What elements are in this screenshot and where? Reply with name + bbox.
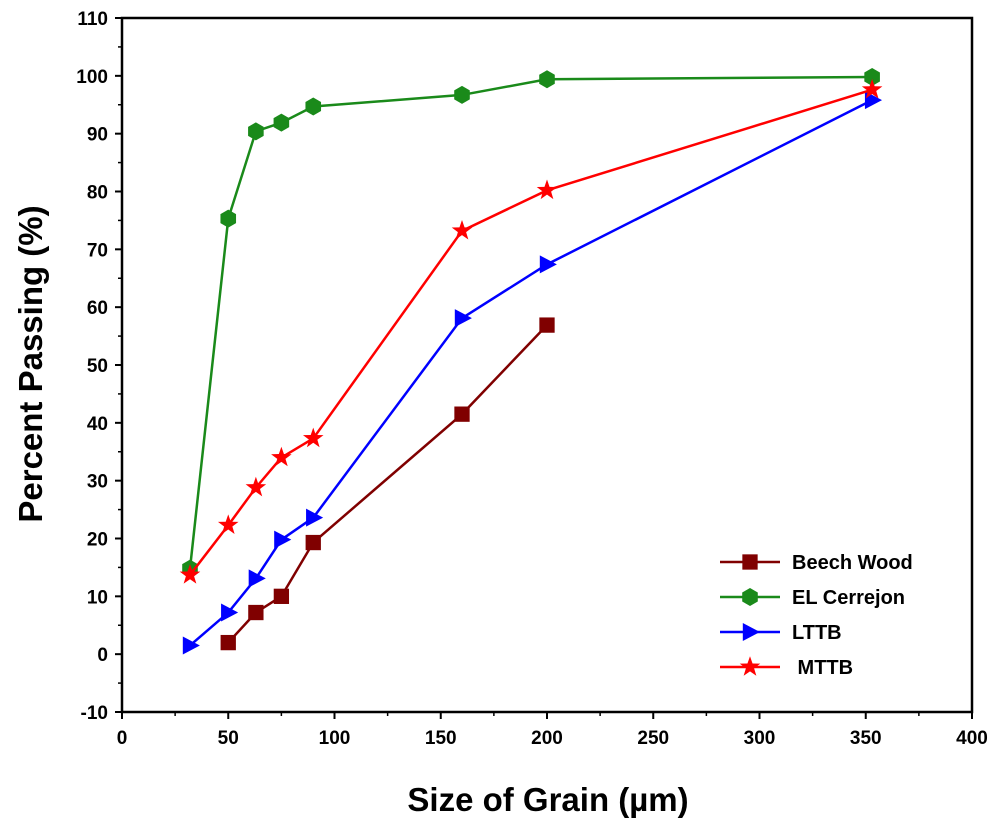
y-tick-label: 30	[87, 472, 108, 493]
legend-label: LTTB	[792, 622, 842, 644]
data-point-el-cerrejon	[454, 85, 470, 104]
y-tick-label: 70	[87, 240, 108, 261]
data-point-mttb	[302, 427, 324, 448]
data-point-el-cerrejon	[248, 122, 264, 141]
data-point-beech-wood	[220, 634, 236, 651]
data-point-mttb	[271, 446, 292, 467]
x-tick-label: 350	[850, 728, 882, 749]
series-line-lttb	[189, 99, 873, 647]
x-tick-label: 50	[218, 728, 239, 749]
y-tick-label: 90	[87, 125, 108, 146]
data-point-el-cerrejon	[539, 70, 555, 89]
series-line-mttb	[189, 88, 873, 576]
data-point-mttb	[536, 179, 558, 200]
data-point-lttb	[182, 636, 200, 655]
y-tick-label: 50	[87, 356, 108, 377]
y-tick-label: 110	[77, 9, 108, 30]
series-beech-wood	[220, 317, 555, 651]
x-tick-label: 250	[637, 728, 669, 749]
series-mttb	[179, 78, 883, 584]
data-point-lttb	[248, 569, 266, 588]
data-point-el-cerrejon	[220, 209, 237, 228]
y-tick-label: -10	[81, 703, 108, 724]
data-point-el-cerrejon	[864, 67, 880, 86]
data-point-el-cerrejon	[305, 97, 322, 116]
x-tick-label: 400	[956, 728, 988, 749]
series-lttb	[182, 91, 883, 655]
y-tick-label: 80	[87, 183, 108, 204]
data-point-el-cerrejon	[273, 113, 290, 132]
data-point-beech-wood	[248, 604, 264, 621]
y-tick-label: 10	[87, 587, 108, 608]
data-point-beech-wood	[539, 317, 555, 333]
data-point-beech-wood	[273, 588, 290, 604]
data-point-lttb	[221, 603, 239, 622]
data-point-mttb	[179, 564, 201, 584]
legend-marker	[742, 554, 758, 570]
x-tick-label: 200	[531, 728, 563, 749]
legend-item-lttb: LTTB	[720, 622, 842, 644]
legend-label: MTTB	[792, 657, 853, 679]
data-point-lttb	[454, 309, 472, 328]
legend-label: Beech Wood	[792, 552, 913, 574]
series-line-el-cerrejon	[188, 75, 873, 569]
x-axis-title: Size of Grain (µm)	[407, 781, 688, 818]
y-tick-label: 20	[87, 530, 108, 551]
y-axis-title: Percent Passing (%)	[12, 205, 49, 522]
data-point-mttb	[217, 514, 239, 534]
data-point-mttb	[861, 78, 883, 99]
x-tick-label: 100	[319, 728, 351, 749]
data-point-lttb	[539, 255, 557, 274]
legend-marker	[742, 623, 760, 641]
legend-label: EL Cerrejon	[792, 587, 905, 609]
legend-marker	[742, 588, 758, 606]
y-tick-label: 0	[97, 645, 108, 666]
series-el-cerrejon	[182, 67, 880, 578]
data-point-beech-wood	[454, 406, 470, 422]
legend-item-mttb: MTTB	[720, 656, 853, 679]
y-tick-label: 40	[87, 414, 108, 435]
x-tick-label: 0	[117, 728, 128, 749]
x-tick-label: 300	[744, 728, 776, 749]
legend-item-el-cerrejon: EL Cerrejon	[720, 587, 905, 609]
data-point-mttb	[245, 476, 267, 497]
legend-marker	[739, 656, 761, 676]
data-point-lttb	[306, 508, 324, 527]
x-tick-label: 150	[425, 728, 457, 749]
y-tick-label: 100	[76, 67, 108, 88]
y-tick-label: 60	[87, 298, 108, 319]
data-point-mttb	[451, 220, 473, 240]
data-point-lttb	[274, 530, 292, 549]
legend-item-beech-wood: Beech Wood	[720, 552, 913, 574]
data-point-beech-wood	[305, 534, 321, 551]
